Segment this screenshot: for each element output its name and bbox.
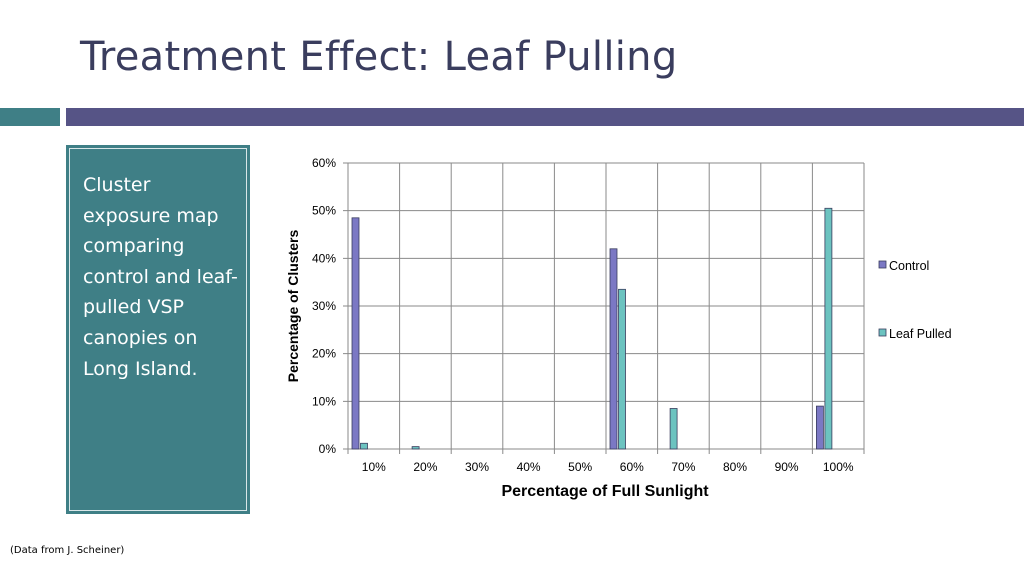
- x-tick-label: 70%: [671, 460, 695, 474]
- bar-control: [816, 405, 824, 450]
- legend-label-leaf-pulled: Leaf Pulled: [889, 327, 952, 341]
- x-tick-label: 40%: [517, 460, 541, 474]
- description-panel-border: [69, 148, 247, 511]
- bar-leaf-pulled: [411, 446, 420, 450]
- x-tick-label: 80%: [723, 460, 747, 474]
- bar-leaf-pulled: [824, 207, 833, 450]
- x-tick-label: 60%: [620, 460, 644, 474]
- x-tick-label: 50%: [568, 460, 592, 474]
- x-tick-label: 10%: [362, 460, 386, 474]
- description-text: Cluster exposure map comparing control a…: [83, 174, 238, 380]
- y-tick-label: 20%: [312, 347, 336, 361]
- chart-bars: [351, 207, 833, 450]
- x-tick-label: 20%: [413, 460, 437, 474]
- chart-grid: [343, 162, 865, 454]
- x-tick-label: 30%: [465, 460, 489, 474]
- y-tick-labels: 0% 10% 20% 30% 40% 50% 60%: [312, 156, 336, 456]
- x-axis-label: Percentage of Full Sunlight: [501, 483, 709, 500]
- title-accent-bar-teal: [0, 108, 60, 126]
- bar-leaf-pulled: [360, 442, 368, 450]
- legend-swatch-leaf-pulled: [878, 328, 887, 337]
- y-axis-label: Percentage of Clusters: [285, 230, 301, 383]
- y-tick-label: 60%: [312, 156, 336, 170]
- x-tick-labels: 10% 20% 30% 40% 50% 60% 70% 80% 90% 100%: [362, 460, 854, 474]
- footnote: (Data from J. Scheiner): [10, 545, 125, 556]
- x-tick-label: 90%: [775, 460, 799, 474]
- bar-control: [609, 248, 618, 450]
- title-accent-bar-purple: [66, 108, 1024, 126]
- y-tick-label: 40%: [312, 251, 336, 265]
- legend-swatch-control: [878, 260, 887, 269]
- y-tick-label: 10%: [312, 394, 336, 408]
- x-tick-label: 100%: [823, 460, 854, 474]
- y-tick-label: 50%: [312, 204, 336, 218]
- chart-legend: Control Leaf Pulled: [878, 259, 952, 341]
- y-tick-label: 0%: [319, 442, 337, 456]
- bar-control: [351, 217, 360, 450]
- description-panel: Cluster exposure map comparing control a…: [66, 145, 250, 514]
- bar-leaf-pulled: [618, 288, 626, 450]
- legend-label-control: Control: [889, 259, 929, 273]
- y-tick-label: 30%: [312, 299, 336, 313]
- bar-leaf-pulled: [669, 408, 678, 450]
- slide-title: Treatment Effect: Leaf Pulling: [80, 34, 678, 80]
